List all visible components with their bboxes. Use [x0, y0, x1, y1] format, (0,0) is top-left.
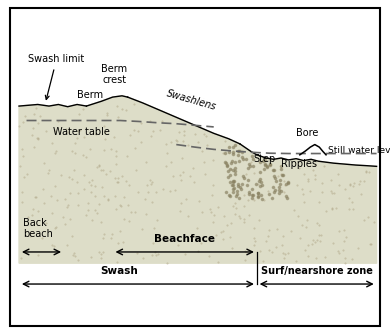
Text: Berm
crest: Berm crest [101, 64, 128, 85]
Text: Back
beach: Back beach [23, 218, 53, 239]
Text: Water table: Water table [53, 127, 110, 137]
Text: Swash limit: Swash limit [28, 54, 85, 100]
Text: Swashlens: Swashlens [165, 88, 217, 112]
Text: Ripples: Ripples [281, 159, 317, 169]
Text: Bore: Bore [296, 128, 319, 138]
Text: Berm: Berm [77, 90, 103, 100]
Text: Beachface: Beachface [154, 234, 215, 244]
Text: Step: Step [253, 154, 275, 164]
Text: Swash: Swash [100, 266, 138, 276]
Text: Still water level: Still water level [328, 146, 390, 155]
Text: Surf/nearshore zone: Surf/nearshore zone [261, 266, 372, 276]
Polygon shape [19, 96, 377, 263]
